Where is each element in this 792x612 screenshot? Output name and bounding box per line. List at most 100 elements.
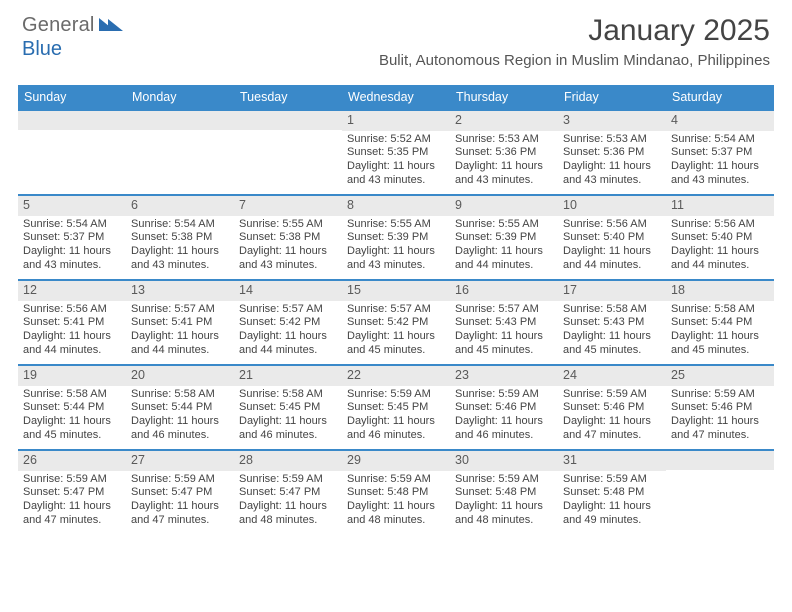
week-row: 19Sunrise: 5:58 AMSunset: 5:44 PMDayligh…: [18, 364, 774, 449]
day-cell: 10Sunrise: 5:56 AMSunset: 5:40 PMDayligh…: [558, 196, 666, 279]
day-number: 22: [342, 366, 450, 386]
day-body: Sunrise: 5:55 AMSunset: 5:38 PMDaylight:…: [234, 218, 342, 277]
day-body: Sunrise: 5:54 AMSunset: 5:37 PMDaylight:…: [666, 133, 774, 192]
week-row: 5Sunrise: 5:54 AMSunset: 5:37 PMDaylight…: [18, 194, 774, 279]
day-body: Sunrise: 5:54 AMSunset: 5:37 PMDaylight:…: [18, 218, 126, 277]
day-cell: 17Sunrise: 5:58 AMSunset: 5:43 PMDayligh…: [558, 281, 666, 364]
day-number: 27: [126, 451, 234, 471]
day-body: Sunrise: 5:59 AMSunset: 5:46 PMDaylight:…: [666, 388, 774, 447]
logo-text-blue: Blue: [22, 38, 62, 60]
day-cell: 9Sunrise: 5:55 AMSunset: 5:39 PMDaylight…: [450, 196, 558, 279]
day-number: 18: [666, 281, 774, 301]
day-cell: 18Sunrise: 5:58 AMSunset: 5:44 PMDayligh…: [666, 281, 774, 364]
day-cell: 22Sunrise: 5:59 AMSunset: 5:45 PMDayligh…: [342, 366, 450, 449]
day-cell: 5Sunrise: 5:54 AMSunset: 5:37 PMDaylight…: [18, 196, 126, 279]
day-cell: 15Sunrise: 5:57 AMSunset: 5:42 PMDayligh…: [342, 281, 450, 364]
day-body: Sunrise: 5:53 AMSunset: 5:36 PMDaylight:…: [558, 133, 666, 192]
day-number: 15: [342, 281, 450, 301]
day-body: Sunrise: 5:56 AMSunset: 5:40 PMDaylight:…: [666, 218, 774, 277]
day-number: 30: [450, 451, 558, 471]
day-cell: 25Sunrise: 5:59 AMSunset: 5:46 PMDayligh…: [666, 366, 774, 449]
day-body: Sunrise: 5:59 AMSunset: 5:48 PMDaylight:…: [342, 473, 450, 532]
day-cell: 19Sunrise: 5:58 AMSunset: 5:44 PMDayligh…: [18, 366, 126, 449]
day-number: 10: [558, 196, 666, 216]
day-body: Sunrise: 5:58 AMSunset: 5:44 PMDaylight:…: [126, 388, 234, 447]
day-number: 9: [450, 196, 558, 216]
day-cell: [234, 111, 342, 194]
weekday-friday: Friday: [558, 85, 666, 109]
day-number: 21: [234, 366, 342, 386]
header: General January 2025 Bulit, Autonomous R…: [0, 0, 792, 75]
day-body: Sunrise: 5:59 AMSunset: 5:47 PMDaylight:…: [18, 473, 126, 532]
day-number: 4: [666, 111, 774, 131]
day-body: Sunrise: 5:59 AMSunset: 5:48 PMDaylight:…: [450, 473, 558, 532]
day-body: Sunrise: 5:53 AMSunset: 5:36 PMDaylight:…: [450, 133, 558, 192]
day-cell: 30Sunrise: 5:59 AMSunset: 5:48 PMDayligh…: [450, 451, 558, 534]
day-body: Sunrise: 5:57 AMSunset: 5:43 PMDaylight:…: [450, 303, 558, 362]
day-body: Sunrise: 5:57 AMSunset: 5:42 PMDaylight:…: [342, 303, 450, 362]
day-body: Sunrise: 5:59 AMSunset: 5:47 PMDaylight:…: [234, 473, 342, 532]
day-number: 29: [342, 451, 450, 471]
day-body: Sunrise: 5:55 AMSunset: 5:39 PMDaylight:…: [450, 218, 558, 277]
empty-day: [126, 111, 234, 130]
day-number: 20: [126, 366, 234, 386]
day-body: Sunrise: 5:59 AMSunset: 5:46 PMDaylight:…: [558, 388, 666, 447]
day-number: 11: [666, 196, 774, 216]
day-cell: 14Sunrise: 5:57 AMSunset: 5:42 PMDayligh…: [234, 281, 342, 364]
day-body: Sunrise: 5:58 AMSunset: 5:43 PMDaylight:…: [558, 303, 666, 362]
day-cell: 26Sunrise: 5:59 AMSunset: 5:47 PMDayligh…: [18, 451, 126, 534]
weekday-monday: Monday: [126, 85, 234, 109]
day-number: 8: [342, 196, 450, 216]
day-number: 25: [666, 366, 774, 386]
day-cell: [126, 111, 234, 194]
day-body: Sunrise: 5:59 AMSunset: 5:47 PMDaylight:…: [126, 473, 234, 532]
day-number: 6: [126, 196, 234, 216]
day-body: Sunrise: 5:59 AMSunset: 5:46 PMDaylight:…: [450, 388, 558, 447]
day-cell: 11Sunrise: 5:56 AMSunset: 5:40 PMDayligh…: [666, 196, 774, 279]
week-row: 12Sunrise: 5:56 AMSunset: 5:41 PMDayligh…: [18, 279, 774, 364]
day-number: 2: [450, 111, 558, 131]
day-cell: 6Sunrise: 5:54 AMSunset: 5:38 PMDaylight…: [126, 196, 234, 279]
day-number: 5: [18, 196, 126, 216]
day-cell: 1Sunrise: 5:52 AMSunset: 5:35 PMDaylight…: [342, 111, 450, 194]
weekday-tuesday: Tuesday: [234, 85, 342, 109]
day-cell: 4Sunrise: 5:54 AMSunset: 5:37 PMDaylight…: [666, 111, 774, 194]
day-number: 7: [234, 196, 342, 216]
day-cell: 28Sunrise: 5:59 AMSunset: 5:47 PMDayligh…: [234, 451, 342, 534]
logo: General: [22, 14, 125, 37]
day-body: Sunrise: 5:58 AMSunset: 5:44 PMDaylight:…: [18, 388, 126, 447]
day-number: 16: [450, 281, 558, 301]
day-body: Sunrise: 5:58 AMSunset: 5:44 PMDaylight:…: [666, 303, 774, 362]
day-cell: 13Sunrise: 5:57 AMSunset: 5:41 PMDayligh…: [126, 281, 234, 364]
day-cell: 16Sunrise: 5:57 AMSunset: 5:43 PMDayligh…: [450, 281, 558, 364]
day-number: 31: [558, 451, 666, 471]
day-body: Sunrise: 5:57 AMSunset: 5:41 PMDaylight:…: [126, 303, 234, 362]
day-body: Sunrise: 5:54 AMSunset: 5:38 PMDaylight:…: [126, 218, 234, 277]
day-body: Sunrise: 5:59 AMSunset: 5:48 PMDaylight:…: [558, 473, 666, 532]
empty-day: [18, 111, 126, 130]
day-cell: [18, 111, 126, 194]
day-cell: 24Sunrise: 5:59 AMSunset: 5:46 PMDayligh…: [558, 366, 666, 449]
logo-blue-text-wrap: Blue: [22, 38, 62, 61]
day-cell: 12Sunrise: 5:56 AMSunset: 5:41 PMDayligh…: [18, 281, 126, 364]
day-number: 28: [234, 451, 342, 471]
day-number: 14: [234, 281, 342, 301]
logo-triangle-icon: [99, 15, 123, 36]
day-number: 23: [450, 366, 558, 386]
weekday-thursday: Thursday: [450, 85, 558, 109]
day-number: 12: [18, 281, 126, 301]
day-body: Sunrise: 5:57 AMSunset: 5:42 PMDaylight:…: [234, 303, 342, 362]
day-cell: 2Sunrise: 5:53 AMSunset: 5:36 PMDaylight…: [450, 111, 558, 194]
weeks-container: 1Sunrise: 5:52 AMSunset: 5:35 PMDaylight…: [18, 109, 774, 534]
weekday-sunday: Sunday: [18, 85, 126, 109]
location-subtitle: Bulit, Autonomous Region in Muslim Minda…: [379, 52, 770, 69]
day-cell: 20Sunrise: 5:58 AMSunset: 5:44 PMDayligh…: [126, 366, 234, 449]
day-cell: 23Sunrise: 5:59 AMSunset: 5:46 PMDayligh…: [450, 366, 558, 449]
day-cell: 8Sunrise: 5:55 AMSunset: 5:39 PMDaylight…: [342, 196, 450, 279]
day-body: Sunrise: 5:55 AMSunset: 5:39 PMDaylight:…: [342, 218, 450, 277]
empty-day: [234, 111, 342, 130]
title-block: January 2025 Bulit, Autonomous Region in…: [379, 14, 770, 69]
day-number: 3: [558, 111, 666, 131]
day-body: Sunrise: 5:52 AMSunset: 5:35 PMDaylight:…: [342, 133, 450, 192]
day-number: 24: [558, 366, 666, 386]
